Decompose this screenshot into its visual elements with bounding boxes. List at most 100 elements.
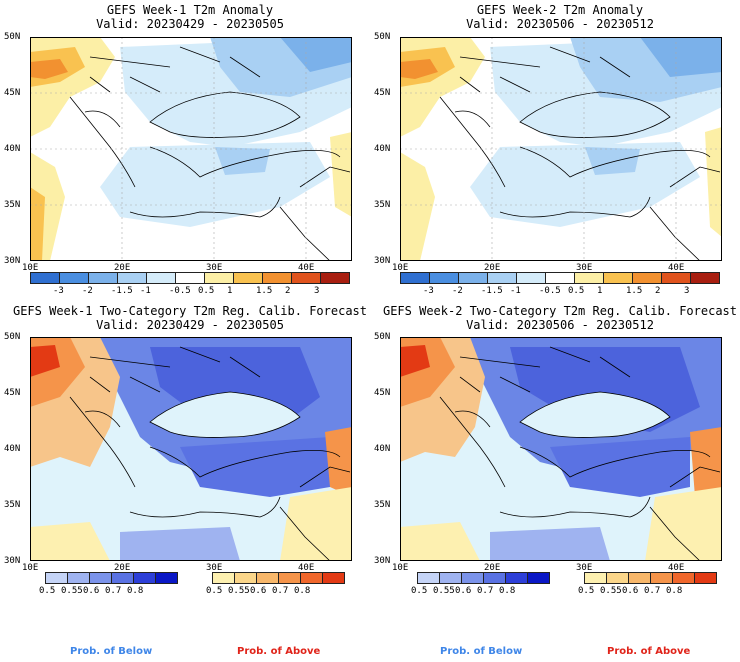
anomaly-colorbar-right-label: -1 [510, 286, 521, 296]
lat-tick-label: 50N [374, 32, 391, 42]
prob-below-colorbar-right-swatch [461, 572, 484, 584]
prob-below-colorbar-left-swatch [111, 572, 134, 584]
prob-above-colorbar-right-swatch [694, 572, 717, 584]
anomaly-colorbar-left-swatch [59, 272, 89, 284]
anomaly-colorbar-right-swatch [516, 272, 546, 284]
prob-above-colorbar-right-label: 0.8 [666, 586, 683, 596]
prob-above-colorbar-left-label: 0.55 [228, 586, 250, 596]
lat-tick-label: 50N [4, 32, 21, 42]
panel3-title: GEFS Week-1 Two-Category T2m Reg. Calib.… [10, 304, 370, 332]
panel1-title-line2: Valid: 20230429 - 20230505 [96, 17, 284, 31]
prob-above-colorbar-left-label: 0.8 [294, 586, 311, 596]
lat-tick-label: 45N [4, 388, 21, 398]
lon-tick-label: 20E [484, 563, 501, 573]
prob-above-colorbar-left-swatch [278, 572, 301, 584]
panel1-title-line1: GEFS Week-1 T2m Anomaly [106, 3, 274, 17]
lat-tick-label: 40N [374, 444, 391, 454]
anomaly-colorbar-left-swatch [291, 272, 321, 284]
lon-tick-label: 10E [392, 563, 409, 573]
lat-tick-label: 45N [374, 388, 391, 398]
anomaly-colorbar-right-swatch [661, 272, 691, 284]
prob-below-colorbar-left-swatch [133, 572, 156, 584]
legend-above-left: Prob. of Above [237, 646, 321, 657]
prob-below-colorbar-left-swatch [67, 572, 90, 584]
prob-below-colorbar-right-swatch [527, 572, 550, 584]
prob-below-colorbar-left-label: 0.6 [83, 586, 100, 596]
anomaly-colorbar-left-label: 1.5 [256, 286, 273, 296]
anomaly-colorbar-right-swatch [690, 272, 720, 284]
lon-tick-label: 30E [576, 563, 593, 573]
prob-below-colorbar-right-label: 0.6 [455, 586, 472, 596]
lat-tick-label: 40N [4, 144, 21, 154]
anomaly-colorbar-right-swatch [632, 272, 662, 284]
anomaly-colorbar-right-swatch [545, 272, 575, 284]
anomaly-colorbar-right-label: 2 [655, 286, 661, 296]
anomaly-colorbar-right-swatch [458, 272, 488, 284]
lat-tick-label: 45N [4, 88, 21, 98]
lon-tick-label: 30E [576, 263, 593, 273]
anomaly-colorbar-right-label: -2 [452, 286, 463, 296]
prob-above-colorbar-right-swatch [606, 572, 629, 584]
lon-tick-label: 10E [22, 263, 39, 273]
anomaly-colorbar-left-label: -0.5 [169, 286, 191, 296]
anomaly-colorbar-right-label: -0.5 [539, 286, 561, 296]
prob-below-colorbar-right-swatch [417, 572, 440, 584]
prob-above-colorbar-left-swatch [234, 572, 257, 584]
anomaly-colorbar-left-label: -2 [82, 286, 93, 296]
panel2-title-line2: Valid: 20230506 - 20230512 [466, 17, 654, 31]
anomaly-colorbar-right-label: -1.5 [481, 286, 503, 296]
panel3-title-line1: GEFS Week-1 Two-Category T2m Reg. Calib.… [12, 304, 367, 318]
prob-above-colorbar-left-swatch [300, 572, 323, 584]
lat-tick-label: 30N [374, 256, 391, 266]
panel4-title: GEFS Week-2 Two-Category T2m Reg. Calib.… [380, 304, 740, 332]
panel3-map [30, 337, 352, 561]
prob-above-colorbar-right-label: 0.7 [644, 586, 661, 596]
anomaly-colorbar-right-swatch [400, 272, 430, 284]
lat-tick-label: 30N [4, 256, 21, 266]
anomaly-colorbar-right-label: 1 [597, 286, 603, 296]
anomaly-colorbar-right-label: 3 [684, 286, 690, 296]
prob-above-colorbar-right-label: 0.55 [600, 586, 622, 596]
lat-tick-label: 35N [374, 500, 391, 510]
legend-below-right: Prob. of Below [440, 646, 523, 657]
lat-tick-label: 30N [4, 556, 21, 566]
prob-above-colorbar-right-label: 0.5 [578, 586, 595, 596]
panel4-title-line2: Valid: 20230506 - 20230512 [466, 318, 654, 332]
prob-above-colorbar-left-swatch [256, 572, 279, 584]
lat-tick-label: 30N [374, 556, 391, 566]
anomaly-colorbar-left-label: 3 [314, 286, 320, 296]
lat-tick-label: 40N [374, 144, 391, 154]
prob-below-colorbar-left-label: 0.55 [61, 586, 83, 596]
prob-below-colorbar-left-swatch [45, 572, 68, 584]
lat-tick-label: 50N [4, 332, 21, 342]
prob-below-colorbar-right-swatch [483, 572, 506, 584]
anomaly-colorbar-right-label: 1.5 [626, 286, 643, 296]
lon-tick-label: 30E [206, 563, 223, 573]
prob-below-colorbar-right-label: 0.55 [433, 586, 455, 596]
panel2-title-line1: GEFS Week-2 T2m Anomaly [476, 3, 644, 17]
anomaly-colorbar-left-label: -3 [53, 286, 64, 296]
anomaly-colorbar-left-swatch [204, 272, 234, 284]
lat-tick-label: 40N [4, 444, 21, 454]
anomaly-colorbar-left-swatch [233, 272, 263, 284]
anomaly-colorbar-left-swatch [262, 272, 292, 284]
lon-tick-label: 40E [298, 263, 315, 273]
anomaly-colorbar-left-swatch [320, 272, 350, 284]
prob-above-colorbar-right-label: 0.6 [622, 586, 639, 596]
prob-below-colorbar-left-label: 0.8 [127, 586, 144, 596]
anomaly-colorbar-right-label: -3 [423, 286, 434, 296]
lon-tick-label: 20E [114, 563, 131, 573]
panel1-map [30, 37, 352, 261]
anomaly-colorbar-left-swatch [117, 272, 147, 284]
prob-below-colorbar-right-label: 0.8 [499, 586, 516, 596]
anomaly-colorbar-left-label: 2 [285, 286, 291, 296]
anomaly-colorbar-left-swatch [30, 272, 60, 284]
lon-tick-label: 30E [206, 263, 223, 273]
legend-below-left: Prob. of Below [70, 646, 153, 657]
lon-tick-label: 40E [298, 563, 315, 573]
anomaly-colorbar-right-swatch [574, 272, 604, 284]
lat-tick-label: 35N [4, 200, 21, 210]
prob-above-colorbar-left-label: 0.5 [206, 586, 223, 596]
prob-above-colorbar-left-swatch [212, 572, 235, 584]
lat-tick-label: 35N [4, 500, 21, 510]
